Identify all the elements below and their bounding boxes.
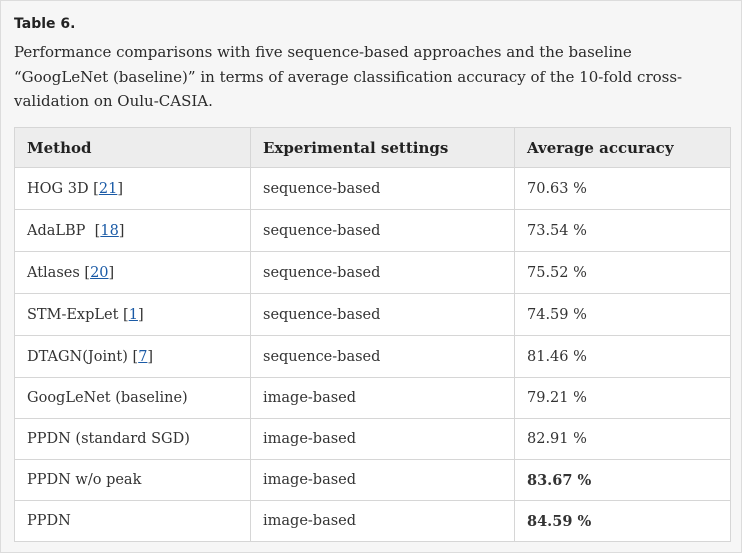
ref-close-bracket: ] bbox=[137, 306, 144, 323]
ref-open-bracket: [ bbox=[88, 180, 99, 197]
table-label: Table 6. bbox=[14, 16, 76, 32]
table-row: Atlases [20] sequence-based 75.52 % bbox=[14, 251, 731, 294]
header-settings: Experimental settings bbox=[250, 127, 515, 168]
ref-close-bracket: ] bbox=[117, 180, 123, 197]
cell-settings: sequence-based bbox=[250, 209, 515, 252]
table-caption: Performance comparisons with five sequen… bbox=[14, 43, 683, 110]
method-name: PPDN w/o peak bbox=[27, 472, 142, 488]
reference-link[interactable]: 21 bbox=[98, 180, 118, 197]
table-row: PPDN w/o peak image-based 83.67 % bbox=[14, 459, 731, 501]
table-row: PPDN (standard SGD) image-based 82.91 % bbox=[14, 418, 731, 460]
table-row: PPDN image-based 84.59 % bbox=[14, 500, 731, 542]
method-name: Atlases bbox=[27, 264, 80, 281]
ref-open-bracket: [ bbox=[85, 222, 101, 239]
method-name: PPDN bbox=[27, 513, 71, 529]
ref-open-bracket: [ bbox=[118, 306, 129, 323]
reference-link[interactable]: 7 bbox=[138, 348, 148, 365]
table-row: HOG 3D [21] sequence-based 70.63 % bbox=[14, 167, 731, 210]
cell-settings: sequence-based bbox=[250, 167, 515, 210]
header-method: Method bbox=[14, 127, 251, 168]
cell-settings: sequence-based bbox=[250, 251, 515, 294]
cell-accuracy: 84.59 % bbox=[514, 500, 731, 542]
cell-settings: image-based bbox=[250, 500, 515, 542]
cell-method: DTAGN(Joint) [7] bbox=[14, 335, 251, 378]
reference-link[interactable]: 18 bbox=[100, 222, 119, 239]
method-name: DTAGN(Joint) bbox=[27, 348, 128, 365]
table-row: DTAGN(Joint) [7] sequence-based 81.46 % bbox=[14, 335, 731, 378]
cell-settings: image-based bbox=[250, 418, 515, 460]
cell-method: AdaLBP [18] bbox=[14, 209, 251, 252]
method-name: HOG 3D bbox=[27, 180, 89, 197]
cell-method: PPDN (standard SGD) bbox=[14, 418, 251, 460]
cell-method: PPDN bbox=[14, 500, 251, 542]
cell-accuracy: 75.52 % bbox=[514, 251, 731, 294]
method-name: STM-ExpLet bbox=[27, 306, 119, 323]
cell-accuracy: 81.46 % bbox=[514, 335, 731, 378]
cell-method: HOG 3D [21] bbox=[14, 167, 251, 210]
cell-method: PPDN w/o peak bbox=[14, 459, 251, 501]
table-row: STM-ExpLet [1] sequence-based 74.59 % bbox=[14, 293, 731, 336]
cell-accuracy: 83.67 % bbox=[514, 459, 731, 501]
header-accuracy: Average accuracy bbox=[514, 127, 731, 168]
ref-close-bracket: ] bbox=[108, 264, 115, 281]
ref-open-bracket: [ bbox=[127, 348, 139, 365]
cell-settings: image-based bbox=[250, 377, 515, 419]
reference-link[interactable]: 1 bbox=[128, 306, 138, 323]
cell-settings: sequence-based bbox=[250, 293, 515, 336]
method-name: AdaLBP bbox=[27, 222, 86, 239]
ref-close-bracket: ] bbox=[118, 222, 125, 239]
method-name: GoogLeNet (baseline) bbox=[27, 390, 188, 406]
cell-settings: sequence-based bbox=[250, 335, 515, 378]
cell-accuracy: 70.63 % bbox=[514, 167, 731, 210]
cell-accuracy: 79.21 % bbox=[514, 377, 731, 419]
table-row: AdaLBP [18] sequence-based 73.54 % bbox=[14, 209, 731, 252]
cell-method: Atlases [20] bbox=[14, 251, 251, 294]
cell-method: GoogLeNet (baseline) bbox=[14, 377, 251, 419]
method-name: PPDN (standard SGD) bbox=[27, 431, 190, 447]
table-header-row: Method Experimental settings Average acc… bbox=[14, 127, 731, 168]
ref-close-bracket: ] bbox=[147, 348, 154, 365]
cell-method: STM-ExpLet [1] bbox=[14, 293, 251, 336]
table-row: GoogLeNet (baseline) image-based 79.21 % bbox=[14, 377, 731, 419]
cell-accuracy: 73.54 % bbox=[514, 209, 731, 252]
ref-open-bracket: [ bbox=[79, 264, 91, 281]
reference-link[interactable]: 20 bbox=[90, 264, 109, 281]
cell-settings: image-based bbox=[250, 459, 515, 501]
results-table: Method Experimental settings Average acc… bbox=[14, 127, 731, 542]
cell-accuracy: 74.59 % bbox=[514, 293, 731, 336]
cell-accuracy: 82.91 % bbox=[514, 418, 731, 460]
